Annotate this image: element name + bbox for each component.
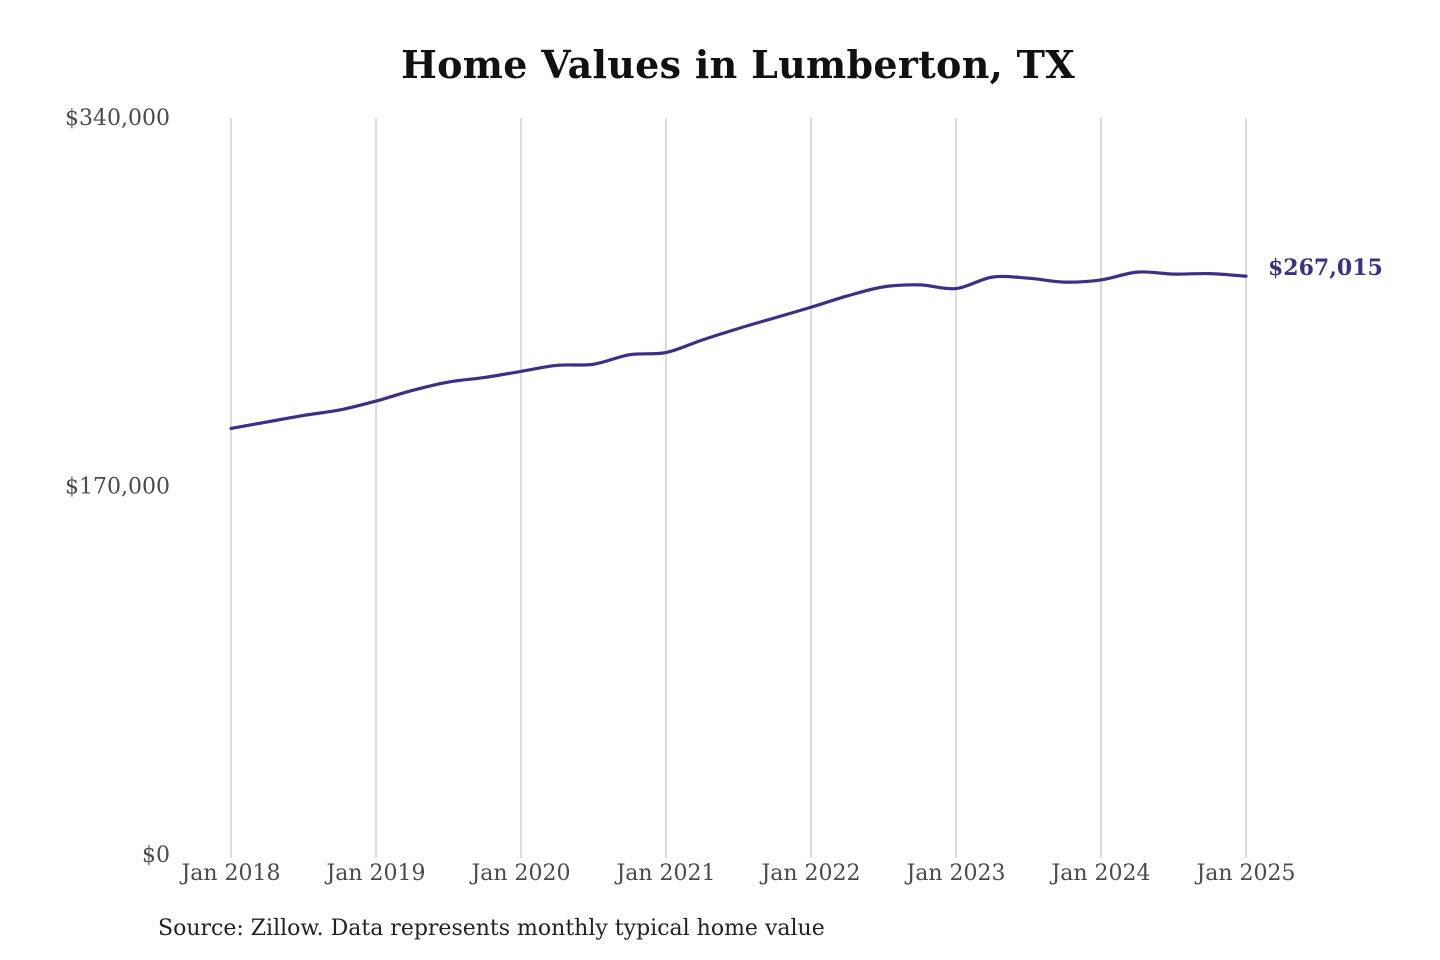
- x-tick-label: Jan 2018: [179, 861, 280, 886]
- x-axis: Jan 2018 Jan 2019 Jan 2020 Jan 2021 Jan 2022…: [179, 861, 1295, 886]
- x-tick-label: Jan 2025: [1194, 861, 1295, 886]
- source-note: Source: Zillow. Data represents monthly …: [158, 916, 825, 941]
- x-tick-label: Jan 2020: [469, 861, 570, 886]
- x-tick-label: Jan 2019: [324, 861, 425, 886]
- y-tick-label: $0: [142, 843, 170, 868]
- x-tick-label: Jan 2023: [904, 861, 1005, 886]
- x-tick-label: Jan 2024: [1049, 861, 1150, 886]
- x-tick-label: Jan 2021: [614, 861, 715, 886]
- label-layer: $267,015: [1268, 255, 1383, 281]
- series-line: [229, 270, 1248, 431]
- y-tick-label: $340,000: [65, 106, 170, 131]
- y-tick-label: $170,000: [65, 475, 170, 500]
- grid-lines: [230, 118, 1247, 858]
- y-axis: $0 $170,000 $340,000: [65, 106, 170, 868]
- series-layer: [229, 270, 1248, 431]
- x-tick-label: Jan 2022: [759, 861, 860, 886]
- chart-title: Home Values in Lumberton, TX: [400, 42, 1076, 87]
- end-value-label: $267,015: [1268, 255, 1383, 281]
